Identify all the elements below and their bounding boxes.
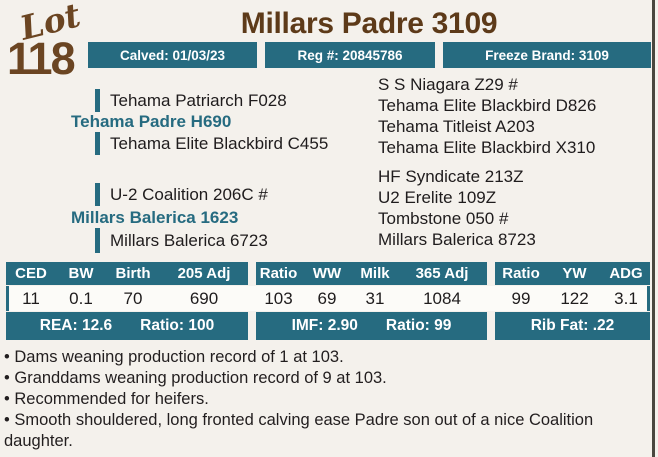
dam-ancestor: Millars Balerica 8723 (378, 230, 536, 249)
epd-table: CED BW Birth 205 Adj Ratio WW Milk 365 A… (6, 262, 650, 311)
sire-sire: Tehama Patriarch F028 (110, 91, 287, 110)
epd-value: 11 (22, 288, 40, 308)
epd-col-header: 205 Adj (177, 265, 231, 282)
pedigree-bracket (95, 183, 100, 206)
note-line: Recommended for heifers. (4, 389, 648, 410)
carcass-imf: IMF: 2.90 Ratio: 99 (256, 312, 487, 340)
epd-value: 690 (189, 288, 219, 308)
sire-ancestor: Tehama Titleist A203 (378, 117, 535, 136)
epd-col-header: YW (562, 265, 587, 282)
epd-col-header: Birth (115, 265, 151, 282)
sire-ancestor: S S Niagara Z29 # (378, 75, 518, 94)
epd-header-segment: Ratio YW ADG (495, 262, 650, 285)
epd-value: 31 (365, 288, 385, 308)
epd-value: 122 (560, 288, 589, 308)
dam-ancestor: HF Syndicate 213Z (378, 167, 524, 186)
sire-ancestor: Tehama Elite Blackbird D826 (378, 96, 597, 115)
epd-header-segment: Ratio WW Milk 365 Adj (256, 262, 487, 285)
epd-col-header: Milk (360, 265, 390, 282)
note-line: Dams weaning production record of 1 at 1… (4, 347, 648, 368)
dam-ancestor: U2 Erelite 109Z (378, 188, 497, 207)
page-title: Millars Padre 3109 (240, 7, 498, 40)
dam-sire: U-2 Coalition 206C # (110, 185, 268, 204)
epd-col-header: ADG (609, 265, 643, 282)
epd-value: 70 (123, 288, 143, 308)
epd-header-segment: CED BW Birth 205 Adj (6, 262, 248, 285)
pedigree-bracket (95, 228, 100, 253)
sire-dam: Tehama Elite Blackbird C455 (110, 134, 329, 153)
rea-value: REA: 12.6 (39, 317, 113, 334)
epd-value-segment: 103 69 31 1084 (256, 286, 487, 311)
sire-name: Tehama Padre H690 (71, 112, 232, 131)
rea-ratio: Ratio: 100 (140, 317, 215, 334)
imf-value: IMF: 2.90 (291, 317, 358, 334)
epd-value-segment: 99 122 3.1 (495, 286, 650, 311)
epd-col-header: CED (15, 265, 47, 282)
epd-value: 3.1 (614, 288, 638, 308)
pedigree: Tehama Patriarch F028 Tehama Padre H690 … (71, 75, 597, 253)
badge-row: Calved: 01/03/23 Reg #: 20845786 Freeze … (88, 42, 651, 68)
dam-dam: Millars Balerica 6723 (110, 231, 268, 250)
carcass-row: REA: 12.6 Ratio: 100 IMF: 2.90 Ratio: 99… (6, 312, 650, 340)
pedigree-bracket (95, 89, 100, 112)
epd-col-header: BW (68, 265, 94, 282)
epd-value: 0.1 (69, 288, 93, 308)
epd-value: 103 (264, 288, 293, 308)
epd-col-header: 365 Adj (415, 265, 469, 282)
epd-value-row: 11 0.1 70 690 103 69 31 1084 99 122 3.1 (6, 286, 650, 311)
epd-value: 1084 (423, 288, 461, 308)
pedigree-bracket (95, 132, 100, 155)
lot-number: 118 (7, 33, 76, 84)
epd-value-segment: 11 0.1 70 690 (6, 286, 248, 311)
epd-col-header: Ratio (502, 265, 540, 282)
dam-name: Millars Balerica 1623 (71, 208, 239, 227)
epd-value: 69 (317, 288, 337, 308)
imf-ratio: Ratio: 99 (385, 317, 452, 334)
epd-header-row: CED BW Birth 205 Adj Ratio WW Milk 365 A… (6, 262, 650, 285)
carcass-ribfat: Rib Fat: .22 (495, 312, 650, 340)
badge-freeze-brand: Freeze Brand: 3109 (443, 42, 651, 68)
carcass-rea: REA: 12.6 Ratio: 100 (6, 312, 248, 340)
note-line: Smooth shouldered, long fronted calving … (4, 410, 648, 452)
badge-reg-number: Reg #: 20845786 (265, 42, 435, 68)
sire-ancestor: Tehama Elite Blackbird X310 (378, 138, 596, 157)
dam-ancestor: Tombstone 050 # (378, 209, 509, 228)
epd-col-header: WW (312, 265, 342, 282)
notes-list: Dams weaning production record of 1 at 1… (4, 347, 648, 452)
ribfat-value: Rib Fat: .22 (530, 317, 615, 334)
note-line: Granddams weaning production record of 9… (4, 368, 648, 389)
epd-value: 99 (511, 288, 531, 308)
badge-calved: Calved: 01/03/23 (88, 42, 257, 68)
page-edge (652, 0, 655, 457)
epd-col-header: Ratio (259, 265, 298, 282)
